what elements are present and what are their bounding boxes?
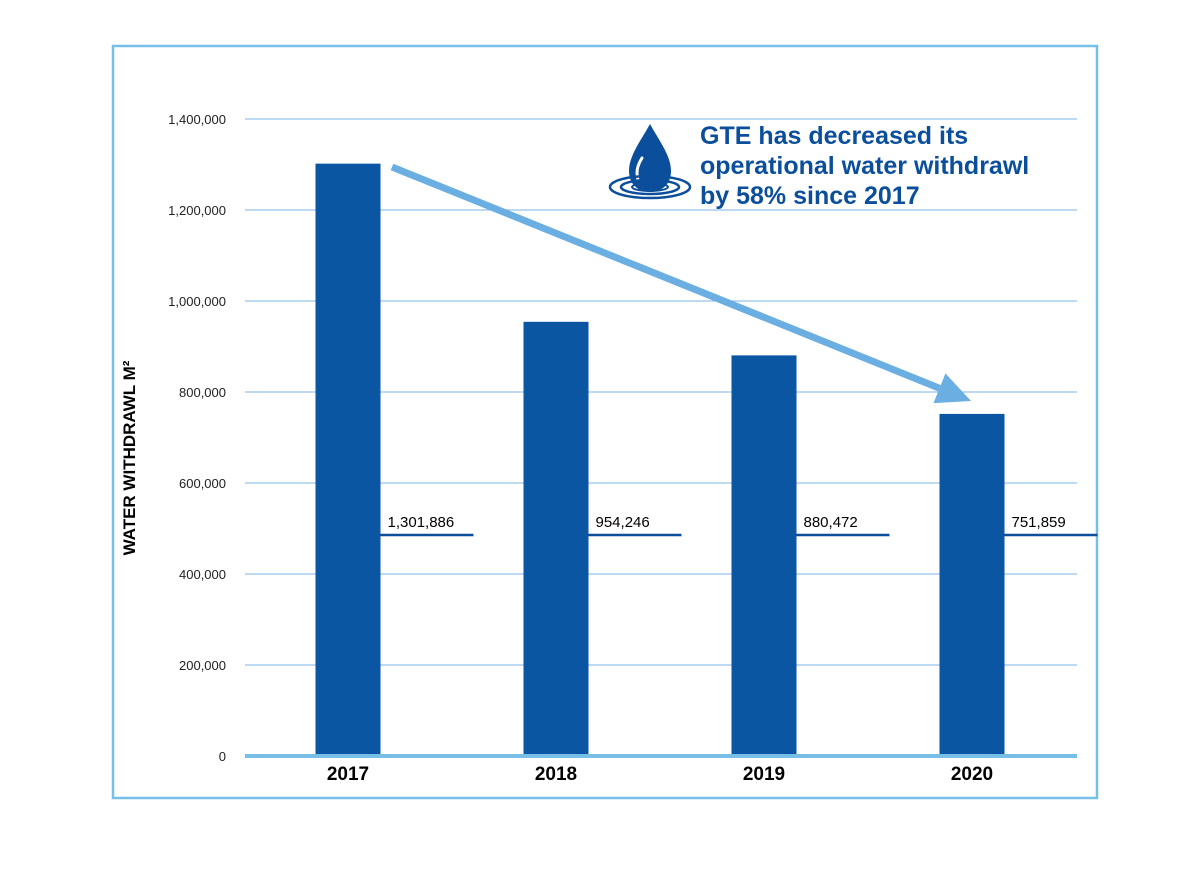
- data-label: 751,859: [1012, 514, 1066, 531]
- y-tick-label: 800,000: [179, 385, 226, 400]
- y-axis-ticks: 0 200,000 400,000 600,000 800,000 1,000,000 1,…: [168, 112, 226, 764]
- data-label: 880,472: [804, 514, 858, 531]
- bar-2020: [939, 413, 1005, 756]
- y-tick-label: 200,000: [179, 658, 226, 673]
- data-labels: 1,301,886 954,246 880,472 751,859: [380, 514, 1098, 537]
- x-axis-categories: 2017 2018 2019 2020: [327, 764, 993, 785]
- annotation-line-3: by 58% since 2017: [700, 182, 920, 210]
- y-tick-label: 0: [219, 749, 226, 764]
- bar-2018: [523, 321, 589, 756]
- annotation-text: GTE has decreased its operational water …: [700, 122, 1029, 210]
- annotation-line-1: GTE has decreased its: [700, 122, 968, 150]
- trend-arrow-head: [933, 373, 971, 404]
- x-category-label: 2017: [327, 764, 369, 785]
- x-category-label: 2018: [535, 764, 577, 785]
- data-label: 1,301,886: [388, 514, 455, 531]
- annotation-line-2: operational water withdrawl: [700, 152, 1029, 180]
- y-tick-label: 400,000: [179, 567, 226, 582]
- bar-2019: [731, 355, 797, 756]
- y-tick-label: 1,400,000: [168, 112, 226, 127]
- water-drop-icon: [608, 124, 692, 200]
- bars: [315, 163, 1005, 757]
- y-tick-label: 1,000,000: [168, 294, 226, 309]
- y-tick-label: 1,200,000: [168, 203, 226, 218]
- bar-2017: [315, 163, 381, 757]
- y-tick-label: 600,000: [179, 476, 226, 491]
- x-category-label: 2019: [743, 764, 785, 785]
- y-axis-label: WATER WITHDRAWL M²: [120, 360, 139, 555]
- trend-arrow: [390, 163, 971, 404]
- x-category-label: 2020: [951, 764, 993, 785]
- trend-arrow-shaft: [390, 163, 941, 392]
- data-label: 954,246: [596, 514, 650, 531]
- chart-frame: [111, 44, 1099, 800]
